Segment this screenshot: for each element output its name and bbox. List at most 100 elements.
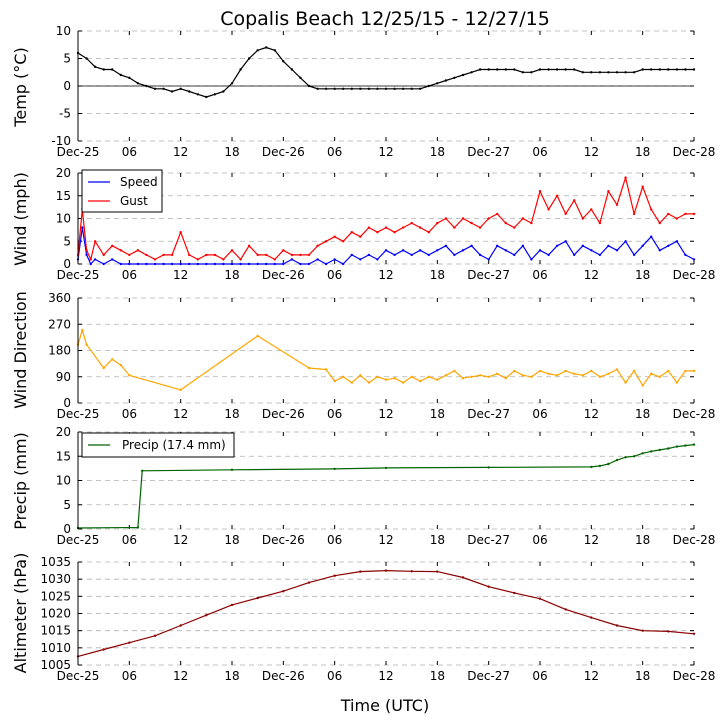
x-tick-label: Dec-25 <box>57 145 100 159</box>
data-point <box>170 253 174 257</box>
data-point <box>530 258 533 261</box>
data-point <box>282 60 285 63</box>
data-point <box>461 73 465 77</box>
data-point <box>427 375 430 378</box>
data-point <box>384 226 388 229</box>
x-tick-label: 18 <box>635 268 650 282</box>
data-point <box>111 244 114 247</box>
data-point <box>376 258 379 261</box>
data-point <box>359 258 362 261</box>
data-point <box>667 212 670 216</box>
data-point <box>650 450 653 453</box>
data-point <box>615 368 619 371</box>
data-point <box>667 244 670 247</box>
data-point <box>179 87 182 91</box>
data-point <box>641 244 644 247</box>
data-point <box>102 68 105 71</box>
data-point <box>128 641 131 644</box>
x-tick-label: 06 <box>327 669 342 683</box>
data-point <box>384 249 388 252</box>
data-point <box>299 262 302 266</box>
data-point <box>265 262 268 266</box>
x-tick-label: 06 <box>327 268 342 282</box>
x-axis-label: Time (UTC) <box>340 696 429 715</box>
data-point <box>607 244 610 247</box>
data-point <box>692 212 696 216</box>
data-point <box>470 375 473 378</box>
data-point <box>102 253 105 257</box>
data-point <box>487 585 490 588</box>
data-point <box>521 244 525 247</box>
data-point <box>419 87 422 91</box>
panel-temperature: Temp (°C) -10 -5 0 5 10 Dec-25 06 12 18 Dec-26 06 1… <box>11 24 715 159</box>
data-point <box>410 570 413 573</box>
y-tick-label: 0 <box>63 396 71 410</box>
data-point <box>162 87 165 91</box>
data-point <box>453 76 456 80</box>
data-point <box>521 71 525 74</box>
data-point <box>658 249 661 252</box>
data-point <box>607 462 610 466</box>
data-point <box>316 258 319 261</box>
data-point <box>141 469 144 472</box>
data-point <box>624 176 627 179</box>
data-point <box>581 374 584 377</box>
data-point <box>230 468 234 471</box>
data-point <box>111 68 114 71</box>
y-tick-label: 0 <box>63 257 71 271</box>
x-tick-label: 12 <box>584 268 599 282</box>
x-tick-label: 06 <box>327 407 342 421</box>
data-point <box>641 68 644 71</box>
data-point <box>624 456 627 459</box>
ylabel-wind: Wind (mph) <box>11 172 30 266</box>
data-point <box>384 466 388 470</box>
data-point <box>684 369 687 373</box>
data-point <box>461 377 465 380</box>
data-point <box>590 465 593 469</box>
x-tick-label: Dec-26 <box>262 533 305 547</box>
x-tick-label: 12 <box>173 145 188 159</box>
ylabel-precipitation: Precip (mm) <box>11 432 30 530</box>
x-tick-label: Dec-28 <box>673 407 716 421</box>
data-point <box>410 253 413 257</box>
series-line-direction <box>77 329 694 391</box>
data-point <box>641 629 644 632</box>
data-point <box>504 221 507 225</box>
data-point <box>282 262 285 266</box>
y-tick-label: 15 <box>56 189 71 203</box>
data-point <box>632 455 636 458</box>
data-point <box>598 375 602 378</box>
data-point <box>299 76 302 80</box>
data-point <box>205 253 208 257</box>
data-point <box>427 84 430 88</box>
data-point <box>598 71 602 74</box>
y-tick-label: 1025 <box>40 589 71 603</box>
data-point <box>324 262 328 266</box>
x-tick-label: 18 <box>224 145 239 159</box>
data-point <box>598 464 602 468</box>
data-point <box>205 95 208 99</box>
series-line-speed <box>77 227 695 265</box>
data-point <box>256 253 259 257</box>
plot-wind-direction: 0 90 180 270 360 Dec-25 06 12 18 Dec-26 06 12 18 Dec-… <box>48 291 715 421</box>
data-point <box>290 253 294 257</box>
data-point <box>188 253 191 257</box>
x-tick-label: 18 <box>224 669 239 683</box>
data-point <box>282 590 285 593</box>
data-point <box>615 249 619 252</box>
data-point <box>333 379 336 383</box>
data-point <box>196 93 199 96</box>
data-point <box>213 262 217 266</box>
x-tick-label: 12 <box>378 533 393 547</box>
data-point <box>453 369 456 373</box>
data-point <box>521 374 525 377</box>
data-point <box>273 262 276 266</box>
data-point <box>419 379 422 383</box>
data-point <box>85 343 88 346</box>
data-point <box>692 369 696 373</box>
data-point <box>667 68 670 71</box>
data-point <box>555 194 559 197</box>
data-point <box>444 244 448 247</box>
ylabel-altimeter: Altimeter (hPa) <box>11 553 30 674</box>
y-tick-label: 0 <box>63 522 71 536</box>
